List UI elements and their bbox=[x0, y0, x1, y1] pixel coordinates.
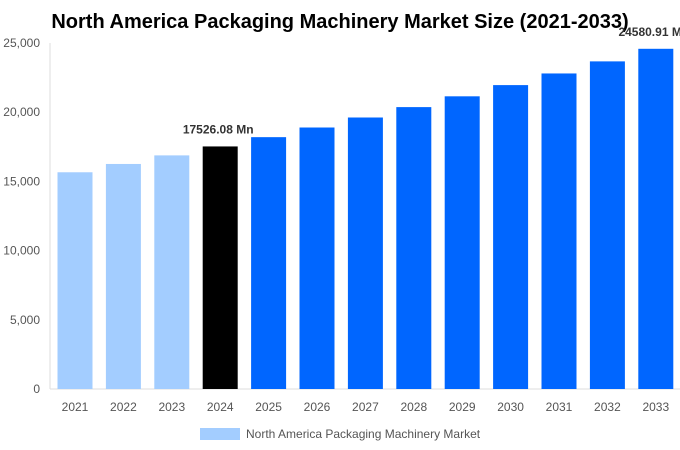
data-label-2024: 17526.08 Mn bbox=[183, 122, 254, 136]
x-tick-label: 2027 bbox=[352, 400, 379, 414]
bar-2021[interactable] bbox=[57, 172, 93, 389]
x-tick-label: 2031 bbox=[546, 400, 573, 414]
x-tick-label: 2029 bbox=[449, 400, 476, 414]
x-tick-label: 2028 bbox=[400, 400, 427, 414]
x-tick-label: 2023 bbox=[158, 400, 185, 414]
x-tick-label: 2021 bbox=[62, 400, 89, 414]
y-tick-label: 0 bbox=[33, 382, 40, 396]
bar-2030[interactable] bbox=[493, 85, 529, 389]
bar-2027[interactable] bbox=[347, 117, 383, 389]
y-axis-ticks: 0 5,000 10,000 15,000 20,000 25,000 bbox=[3, 36, 40, 396]
x-tick-label: 2033 bbox=[642, 400, 669, 414]
x-tick-label: 2032 bbox=[594, 400, 621, 414]
x-tick-label: 2024 bbox=[207, 400, 234, 414]
y-tick-label: 10,000 bbox=[3, 244, 40, 258]
x-tick-label: 2026 bbox=[304, 400, 331, 414]
x-tick-label: 2030 bbox=[497, 400, 524, 414]
bar-2029[interactable] bbox=[444, 96, 480, 390]
bar-2026[interactable] bbox=[299, 127, 335, 389]
data-labels: 17526.08 Mn 24580.91 Mn bbox=[183, 25, 680, 137]
y-tick-label: 20,000 bbox=[3, 105, 40, 119]
data-label-2033: 24580.91 Mn bbox=[618, 25, 680, 39]
x-tick-label: 2022 bbox=[110, 400, 137, 414]
x-tick-label: 2025 bbox=[255, 400, 282, 414]
chart-title: North America Packaging Machinery Market… bbox=[51, 11, 628, 33]
bars bbox=[57, 48, 674, 390]
x-axis-ticks: 2021 2022 2023 2024 2025 2026 2027 2028 2029 2030… bbox=[62, 400, 670, 414]
bar-2033[interactable] bbox=[638, 48, 674, 390]
bar-2023[interactable] bbox=[154, 155, 190, 389]
legend[interactable]: North America Packaging Machinery Market bbox=[200, 427, 481, 441]
bar-2025[interactable] bbox=[251, 137, 287, 389]
bar-2032[interactable] bbox=[589, 61, 625, 390]
legend-swatch bbox=[200, 428, 240, 440]
legend-label: North America Packaging Machinery Market bbox=[246, 427, 481, 441]
y-tick-label: 15,000 bbox=[3, 174, 40, 188]
bar-2022[interactable] bbox=[105, 163, 141, 389]
y-tick-label: 5,000 bbox=[10, 313, 40, 327]
bar-2028[interactable] bbox=[396, 107, 432, 390]
bar-2024[interactable] bbox=[202, 146, 238, 389]
y-tick-label: 25,000 bbox=[3, 36, 40, 50]
bar-2031[interactable] bbox=[541, 73, 577, 389]
